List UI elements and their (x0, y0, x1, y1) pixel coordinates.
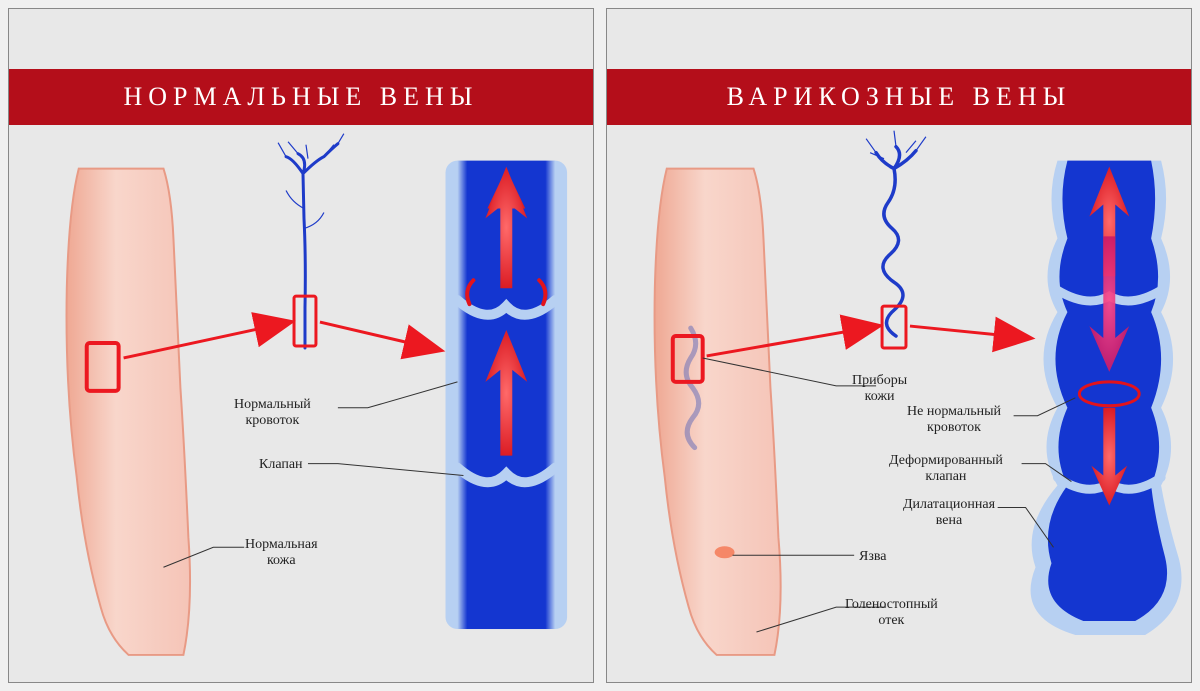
normal-small-vein (278, 134, 344, 348)
varicose-big-vein (1031, 161, 1182, 635)
normal-big-vein (446, 161, 568, 629)
label-normal-bloodflow: Нормальныйкровоток (234, 397, 311, 429)
varicose-veins-svg (607, 9, 1191, 682)
label-abnormal-flow: Не нормальныйкровоток (907, 404, 1001, 436)
normal-veins-svg (9, 9, 593, 682)
label-ankle-swelling: Голеностопныйотек (845, 597, 938, 629)
label-dilated-vein: Дилатационнаявена (903, 497, 995, 529)
varicose-small-vein (866, 131, 926, 348)
label-normal-skin: Нормальнаякожа (245, 537, 318, 569)
varicose-leg (655, 169, 781, 655)
normal-veins-panel: НОРМАЛЬНЫЕ ВЕНЫ (8, 8, 594, 683)
varicose-veins-panel: ВАРИКОЗНЫЕ ВЕНЫ (606, 8, 1192, 683)
normal-leg (67, 169, 191, 655)
label-ulcer: Язва (859, 549, 887, 565)
label-deformed-valve: Деформированныйклапан (889, 453, 1003, 485)
label-valve: Клапан (259, 457, 303, 473)
label-skin-devices: Приборыкожи (852, 373, 907, 405)
